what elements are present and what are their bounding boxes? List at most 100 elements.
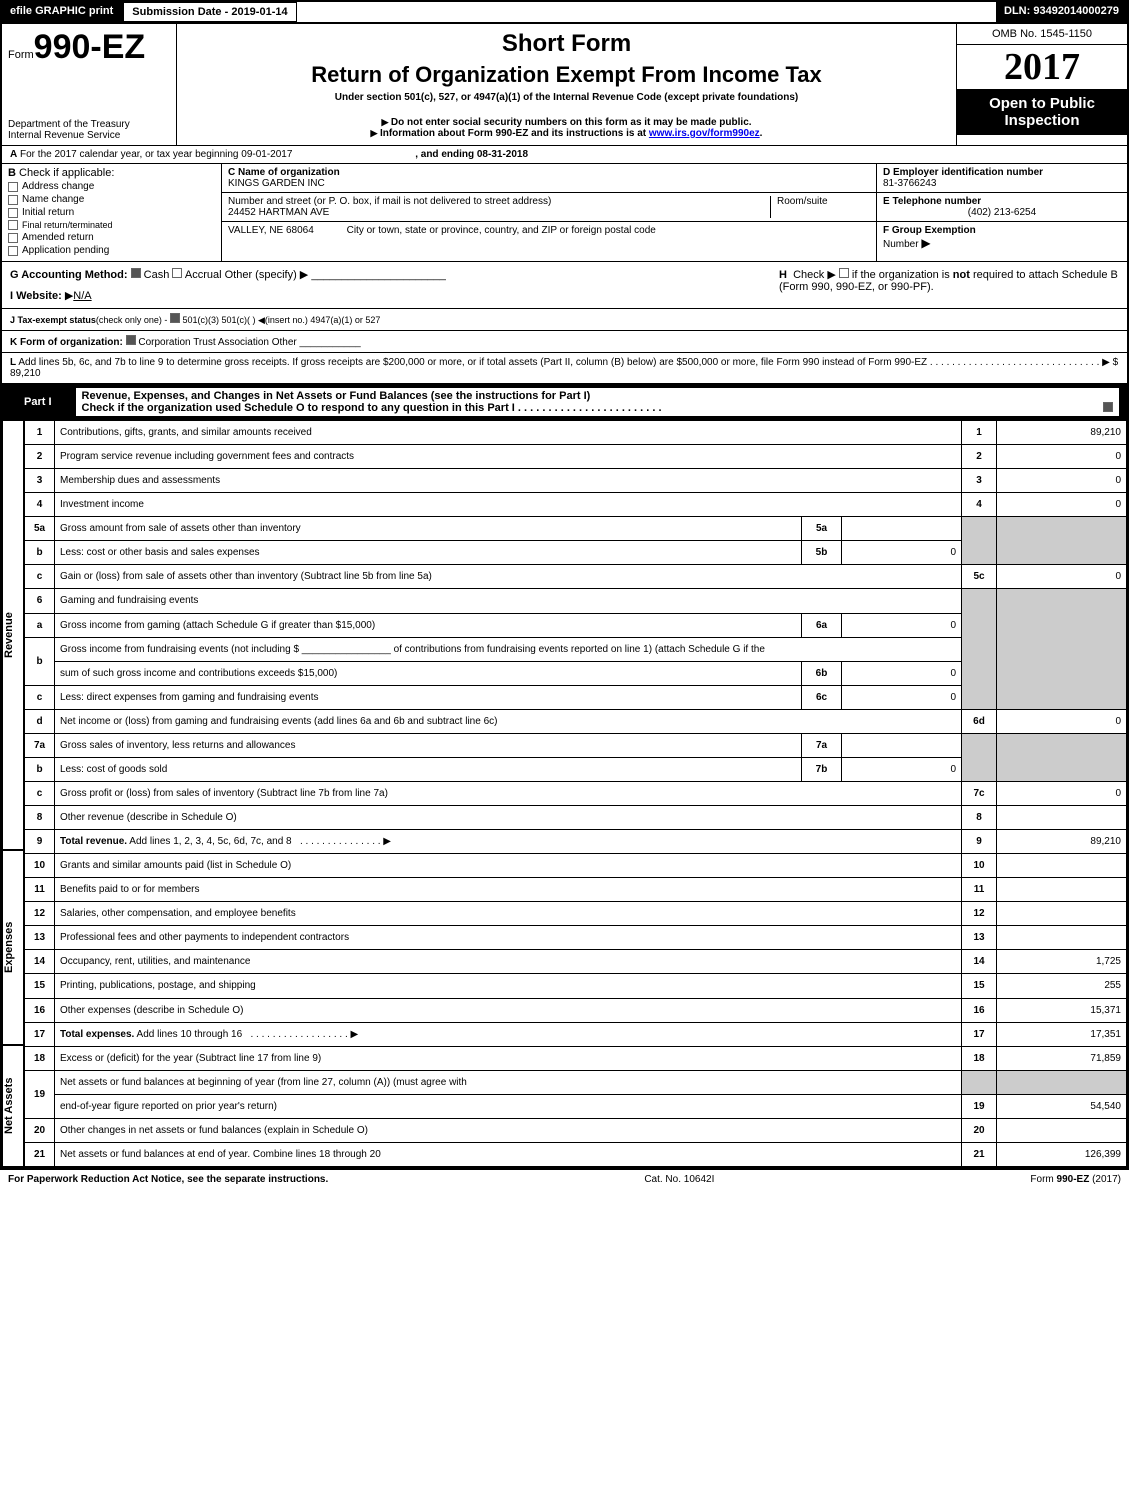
row-12: 12Salaries, other compensation, and empl… <box>25 902 1127 926</box>
i-val: N/A <box>73 290 91 302</box>
r18-t: Excess or (deficit) for the year (Subtra… <box>55 1046 962 1070</box>
r5b-m: 5b <box>802 541 842 565</box>
dept-block: Department of the Treasury Internal Reve… <box>8 119 170 141</box>
r8-n: 8 <box>25 806 55 830</box>
row-14: 14Occupancy, rent, utilities, and mainte… <box>25 950 1127 974</box>
r15-ln: 15 <box>962 974 997 998</box>
part1-header: Part I Revenue, Expenses, and Changes in… <box>2 384 1127 420</box>
r1-v: 89,210 <box>997 421 1127 445</box>
row-7a: 7aGross sales of inventory, less returns… <box>25 733 1127 757</box>
r12-n: 12 <box>25 902 55 926</box>
r2-v: 0 <box>997 445 1127 469</box>
sidebar-expenses: Expenses <box>2 850 24 1045</box>
r21-t: Net assets or fund balances at end of ye… <box>55 1142 962 1166</box>
footer-cat: Cat. No. 10642I <box>644 1174 714 1185</box>
form-header: Form990-EZ Department of the Treasury In… <box>2 24 1127 146</box>
submission-date: Submission Date - 2019-01-14 <box>123 2 296 22</box>
chk-name[interactable]: Name change <box>8 194 215 205</box>
line-l: L Add lines 5b, 6c, and 7b to line 9 to … <box>2 353 1127 384</box>
footer-right-bold: 990-EZ <box>1057 1174 1090 1185</box>
chk-pending[interactable]: Application pending <box>8 245 215 256</box>
form990ez-link[interactable]: www.irs.gov/form990ez <box>649 128 760 139</box>
f-block: F Group Exemption Number ▶ <box>877 222 1127 253</box>
r19-gray2 <box>997 1070 1127 1094</box>
r5a-mv <box>842 517 962 541</box>
r3-v: 0 <box>997 469 1127 493</box>
r5a-m: 5a <box>802 517 842 541</box>
r5-gray <box>962 517 997 565</box>
h-checkbox[interactable] <box>839 268 849 278</box>
r20-v <box>997 1118 1127 1142</box>
r9-n: 9 <box>25 830 55 854</box>
h-check-lbl: Check ▶ <box>793 269 836 281</box>
row-6: 6Gaming and fundraising events <box>25 589 1127 613</box>
row-6c: cLess: direct expenses from gaming and f… <box>25 685 1127 709</box>
sidebar-labels: Revenue Expenses Net Assets <box>2 420 24 1167</box>
subdate-value: 2019-01-14 <box>231 6 287 18</box>
line-a: A For the 2017 calendar year, or tax yea… <box>2 146 1127 164</box>
r6b-t3: sum of such gross income and contributio… <box>55 661 802 685</box>
r16-v: 15,371 <box>997 998 1127 1022</box>
r17-ln: 17 <box>962 1022 997 1046</box>
section-b-to-f: B Check if applicable: Address change Na… <box>2 164 1127 262</box>
g-accrual-chk[interactable] <box>172 268 182 278</box>
row-7c: cGross profit or (loss) from sales of in… <box>25 781 1127 805</box>
r7-gray2 <box>997 733 1127 781</box>
street-block: Number and street (or P. O. box, if mail… <box>222 193 876 222</box>
r7b-t: Less: cost of goods sold <box>55 757 802 781</box>
row-6b-1: bGross income from fundraising events (n… <box>25 637 1127 661</box>
g-cash-chk[interactable] <box>131 268 141 278</box>
chk-address[interactable]: Address change <box>8 181 215 192</box>
r1-t: Contributions, gifts, grants, and simila… <box>55 421 962 445</box>
r19-n: 19 <box>25 1070 55 1118</box>
f-label2: Number <box>883 239 919 250</box>
row-10: 10Grants and similar amounts paid (list … <box>25 854 1127 878</box>
r1-ln: 1 <box>962 421 997 445</box>
form-number: Form990-EZ <box>8 28 170 67</box>
chk-amended-lbl: Amended return <box>22 232 94 243</box>
g-accrual: Accrual <box>185 269 222 281</box>
r16-n: 16 <box>25 998 55 1022</box>
form-990ez-label: 990-EZ <box>34 28 146 66</box>
r5b-t: Less: cost or other basis and sales expe… <box>55 541 802 565</box>
chk-final[interactable]: Final return/terminated <box>8 220 215 230</box>
r6-t: Gaming and fundraising events <box>55 589 962 613</box>
r6b-m: 6b <box>802 661 842 685</box>
r6a-mv: 0 <box>842 613 962 637</box>
r6-n: 6 <box>25 589 55 613</box>
part1-sched-o-chk[interactable] <box>1103 402 1113 412</box>
part1-check-line: Check if the organization used Schedule … <box>82 402 515 414</box>
row-19a: 19Net assets or fund balances at beginni… <box>25 1070 1127 1094</box>
r4-ln: 4 <box>962 493 997 517</box>
r7a-n: 7a <box>25 733 55 757</box>
dln: DLN: 93492014000279 <box>996 2 1127 22</box>
efile-print-btn[interactable]: efile GRAPHIC print <box>2 2 123 22</box>
r17-t: Total expenses. Add lines 10 through 16 … <box>55 1022 962 1046</box>
row-9: 9Total revenue. Add lines 1, 2, 3, 4, 5c… <box>25 830 1127 854</box>
r6d-ln: 6d <box>962 709 997 733</box>
chk-final-lbl: Final return/terminated <box>22 220 113 230</box>
section-g-h: G Accounting Method: Cash Accrual Other … <box>2 262 1127 309</box>
part1-heading: Revenue, Expenses, and Changes in Net As… <box>82 390 591 402</box>
r17-n: 17 <box>25 1022 55 1046</box>
street-label: Number and street (or P. O. box, if mail… <box>228 196 770 207</box>
a-end: , and ending 08-31-2018 <box>415 149 528 160</box>
r7c-v: 0 <box>997 781 1127 805</box>
i-label: I Website: <box>10 290 62 302</box>
row-20: 20Other changes in net assets or fund ba… <box>25 1118 1127 1142</box>
k-label: K Form of organization: <box>10 337 123 348</box>
r12-t: Salaries, other compensation, and employ… <box>55 902 962 926</box>
j-501c3-chk[interactable] <box>170 313 180 323</box>
chk-initial[interactable]: Initial return <box>8 207 215 218</box>
chk-amended[interactable]: Amended return <box>8 232 215 243</box>
street-val: 24452 HARTMAN AVE <box>228 207 770 218</box>
row-15: 15Printing, publications, postage, and s… <box>25 974 1127 998</box>
r15-t: Printing, publications, postage, and shi… <box>55 974 962 998</box>
r6a-n: a <box>25 613 55 637</box>
r7c-n: c <box>25 781 55 805</box>
r21-ln: 21 <box>962 1142 997 1166</box>
form-990ez-page: efile GRAPHIC print Submission Date - 20… <box>0 0 1129 1169</box>
l-text: Add lines 5b, 6c, and 7b to line 9 to de… <box>18 357 927 368</box>
k-corp-chk[interactable] <box>126 335 136 345</box>
e-label: E Telephone number <box>883 196 1121 207</box>
